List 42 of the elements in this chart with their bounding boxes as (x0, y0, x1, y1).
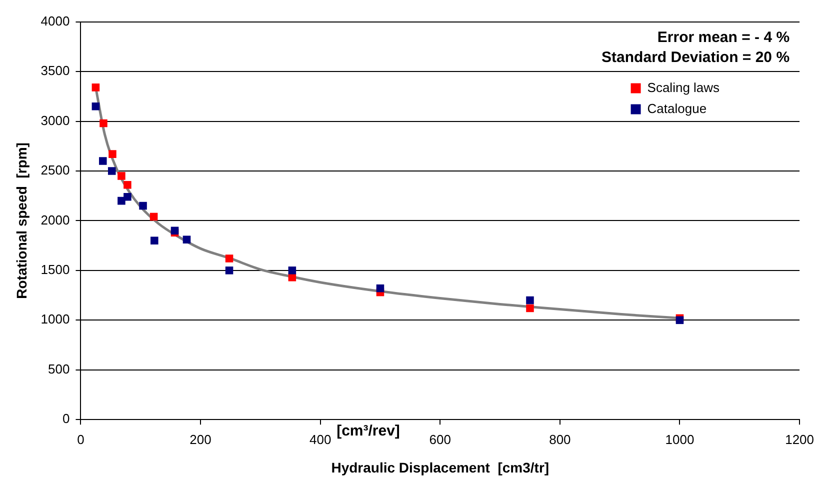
point (225, 266, 234, 274)
y-tick-label: 0 (62, 411, 70, 426)
point (108, 167, 116, 175)
y-tick-label: 500 (48, 361, 70, 376)
y-tick-label: 4000 (40, 13, 70, 28)
annotation: Standard Deviation = 20 % (602, 48, 790, 66)
point (92, 84, 100, 92)
point (108, 150, 116, 158)
x-tick-label: 800 (549, 432, 571, 447)
point (526, 296, 534, 304)
y-tick-label: 3500 (40, 63, 70, 78)
y-tick-label: 2000 (40, 212, 70, 228)
x-tick-label: 0 (77, 432, 84, 447)
y-tick-label: 1000 (40, 312, 70, 327)
point (118, 172, 126, 180)
point (98, 157, 107, 165)
point (150, 236, 158, 244)
text: [cm³/rev] (336, 422, 400, 440)
y-tick-label: 1500 (40, 262, 70, 278)
x-tick-label: 1200 (785, 432, 814, 447)
point (100, 119, 108, 128)
y-axis-title: Rotational speed [rpm] (13, 142, 30, 299)
x-tick-label: 200 (190, 432, 212, 447)
x-tick-label: 400 (309, 432, 332, 447)
x-axis-title: Hydraulic Displacement [cm3/tr] (331, 459, 550, 476)
point (124, 181, 132, 189)
point (225, 254, 234, 262)
point (92, 102, 100, 110)
annotation: Error mean = - 4 % (657, 28, 790, 46)
point (124, 192, 132, 201)
legend-label: Catalogue (647, 100, 707, 116)
y-tick-label: 3000 (40, 112, 70, 128)
x-tick-label: 600 (429, 432, 451, 447)
x-tick-label: 1000 (665, 432, 694, 447)
point (139, 202, 147, 210)
point (526, 304, 534, 312)
point (376, 284, 384, 292)
point (288, 266, 296, 274)
legend-label: Scaling laws (647, 80, 720, 95)
point (150, 212, 158, 221)
point (182, 236, 191, 244)
y-tick-label: 2500 (40, 162, 70, 178)
